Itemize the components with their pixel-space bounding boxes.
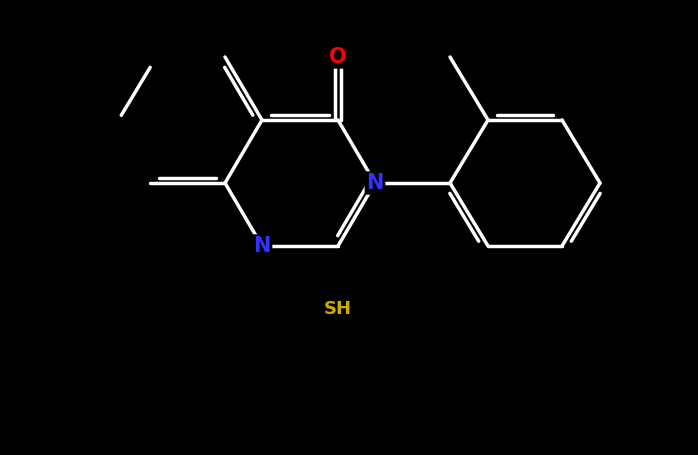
Text: SH: SH bbox=[324, 300, 352, 318]
Text: N: N bbox=[366, 173, 384, 193]
Text: O: O bbox=[329, 47, 347, 67]
Text: N: N bbox=[253, 236, 271, 256]
